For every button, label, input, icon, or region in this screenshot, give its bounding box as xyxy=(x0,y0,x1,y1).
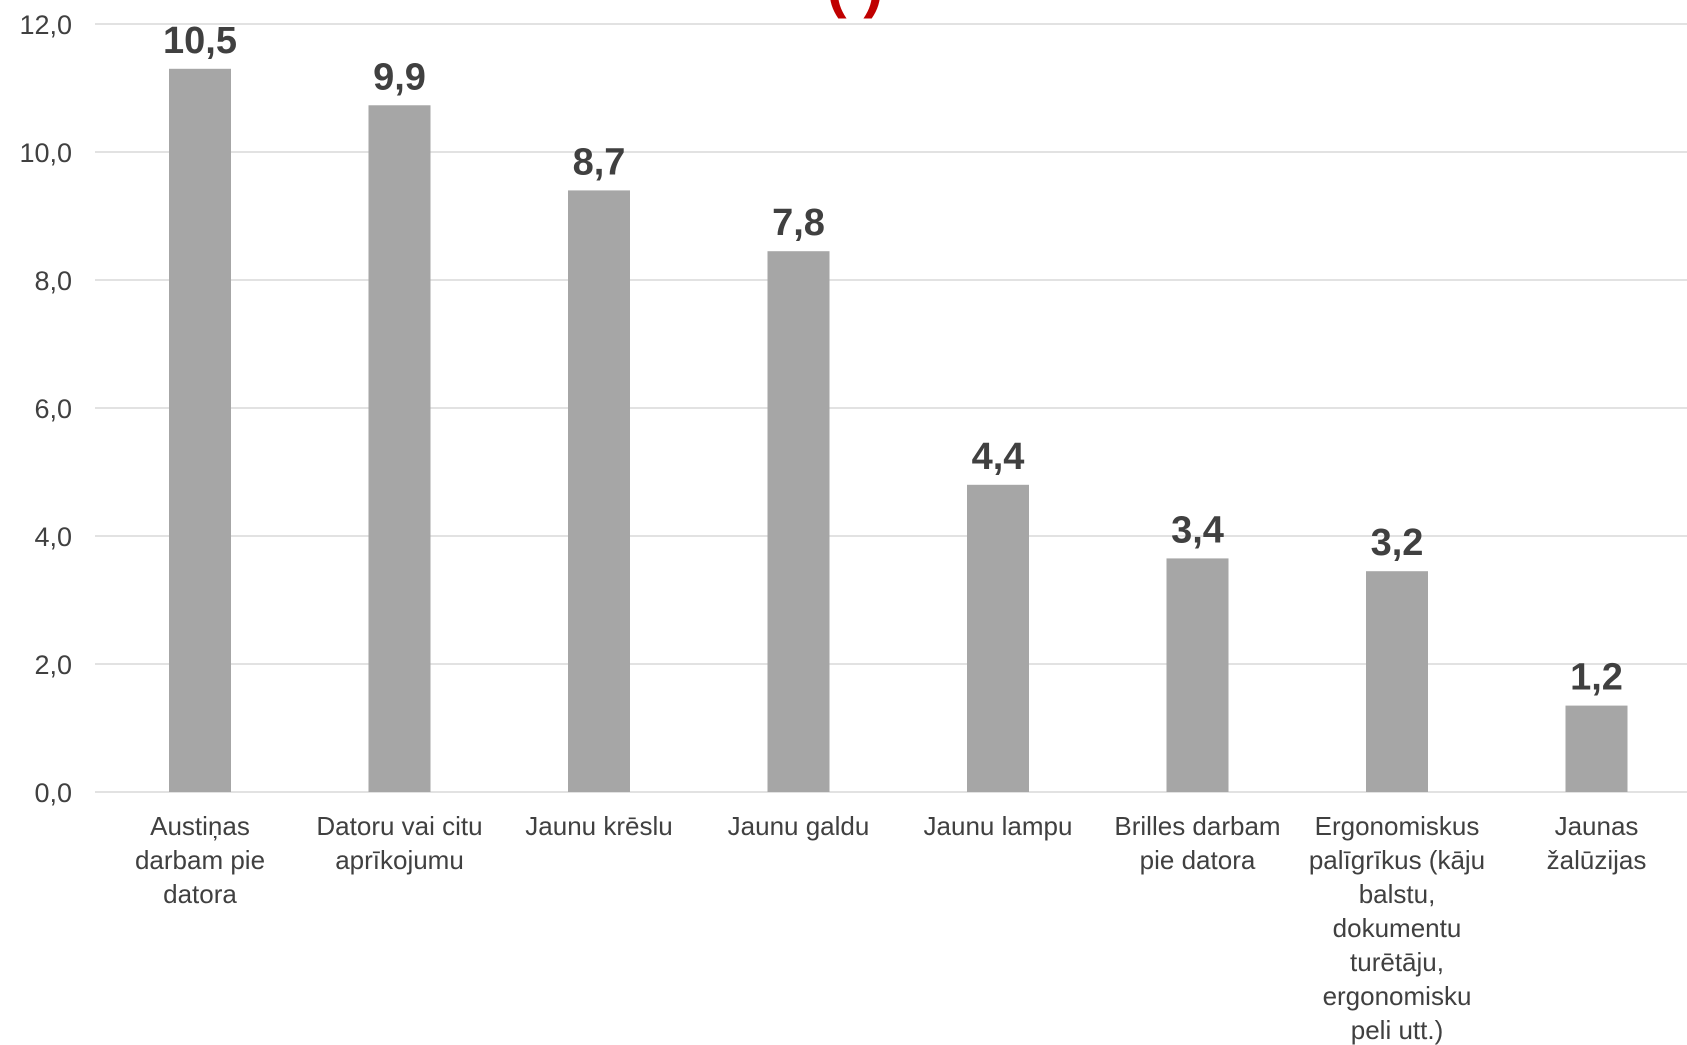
x-category-line: Ergonomiskus xyxy=(1315,811,1480,841)
bar xyxy=(1166,558,1229,792)
data-label: 3,2 xyxy=(1371,522,1424,564)
x-category-line: Jaunu krēslu xyxy=(525,811,672,841)
x-category-label: Datoru vai citu aprīkojumu xyxy=(316,811,482,875)
y-tick-label: 2,0 xyxy=(34,650,72,680)
x-category-line: aprīkojumu xyxy=(335,845,464,875)
x-category-line: Datoru vai citu xyxy=(316,811,482,841)
chart-title-fragment: ( ) xyxy=(827,0,884,19)
x-category-line: peli utt.) xyxy=(1351,1015,1444,1045)
x-category-line: Jaunu lampu xyxy=(924,811,1073,841)
y-tick-label: 10,0 xyxy=(19,138,72,168)
x-category-label: Ergonomiskus palīgrīkus (kāju balstu, dokum… xyxy=(1309,811,1485,1045)
x-category-line: Jaunu galdu xyxy=(728,811,870,841)
y-axis-ticks: 0,0 2,0 4,0 6,0 8,0 10,0 12,0 xyxy=(19,10,72,808)
x-axis-categories: Austiņas darbam pie datora Datoru vai citu a… xyxy=(135,811,1646,1045)
x-category-label: Jaunas žalūzijas xyxy=(1547,811,1647,875)
data-label: 7,8 xyxy=(772,202,825,244)
bar xyxy=(368,105,431,792)
y-tick-label: 8,0 xyxy=(34,266,72,296)
data-label: 1,2 xyxy=(1570,657,1623,699)
x-category-label: Brilles darbam pie datora xyxy=(1114,811,1280,875)
x-category-line: žalūzijas xyxy=(1547,845,1647,875)
x-category-label: Jaunu krēslu xyxy=(525,811,672,841)
x-category-label: Austiņas darbam pie datora xyxy=(135,811,265,909)
y-tick-label: 12,0 xyxy=(19,10,72,40)
gridlines xyxy=(95,23,1687,793)
x-category-line: datora xyxy=(163,879,237,909)
bar xyxy=(169,68,231,793)
x-category-line: turētāju, xyxy=(1350,947,1444,977)
data-labels: 10,5 9,9 8,7 7,8 4,4 3,4 3,2 1,2 xyxy=(163,20,1623,699)
y-tick-label: 6,0 xyxy=(34,394,72,424)
x-category-line: balstu, xyxy=(1359,879,1436,909)
x-category-line: Jaunas xyxy=(1555,811,1639,841)
y-tick-label: 0,0 xyxy=(34,778,72,808)
bar xyxy=(767,251,830,792)
y-tick-label: 4,0 xyxy=(34,522,72,552)
x-category-line: dokumentu xyxy=(1333,913,1462,943)
data-label: 9,9 xyxy=(373,56,426,98)
x-category-line: palīgrīkus (kāju xyxy=(1309,845,1485,875)
x-category-label: Jaunu galdu xyxy=(728,811,870,841)
x-category-line: pie datora xyxy=(1140,845,1256,875)
bar xyxy=(967,484,1029,792)
data-label: 8,7 xyxy=(573,141,626,183)
data-label: 3,4 xyxy=(1171,509,1224,551)
x-category-line: ergonomisku xyxy=(1323,981,1472,1011)
data-label: 10,5 xyxy=(163,20,237,62)
x-category-label: Jaunu lampu xyxy=(924,811,1073,841)
bars xyxy=(169,68,1628,793)
x-category-line: darbam pie xyxy=(135,845,265,875)
bar xyxy=(568,190,630,792)
data-label: 4,4 xyxy=(972,436,1025,478)
bar xyxy=(1565,705,1628,792)
x-category-line: Austiņas xyxy=(150,811,250,841)
bar xyxy=(1366,571,1428,792)
x-category-line: Brilles darbam xyxy=(1114,811,1280,841)
